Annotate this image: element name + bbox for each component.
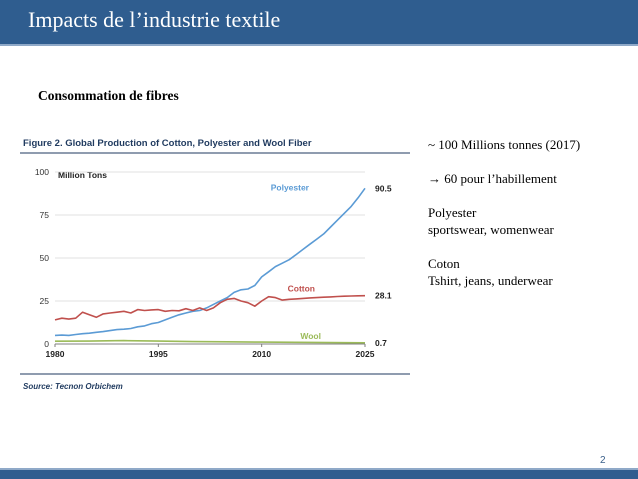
- footer-line: [0, 468, 638, 470]
- note-total-production: ~ 100 Millions tonnes (2017): [428, 137, 581, 152]
- note-cotton-uses: Tshirt, jeans, underwear: [428, 273, 553, 288]
- y-tick-label: 50: [40, 253, 50, 263]
- note-clothing-share: → 60 pour l’habillement: [428, 171, 557, 186]
- x-tick-label: 1995: [149, 349, 168, 359]
- note-cotton-heading: Coton: [428, 256, 460, 271]
- x-tick-label: 2025: [356, 349, 375, 359]
- y-tick-label: 0: [44, 339, 49, 349]
- fiber-production-chart: Figure 2. Global Production of Cotton, P…: [20, 132, 415, 407]
- slide-subtitle: Consommation de fibres: [38, 88, 179, 103]
- chart-axes: 0 25 50 75 100 1980 1995 2010 2025: [35, 167, 375, 359]
- series-end-label-cotton: 28.1: [375, 291, 392, 301]
- footer-bar: [0, 470, 638, 479]
- note-polyester-uses: sportswear, womenwear: [428, 222, 554, 237]
- series-end-label-polyester: 90.5: [375, 183, 392, 193]
- y-tick-label: 100: [35, 167, 49, 177]
- series-line-wool: [54, 339, 366, 344]
- note-polyester-heading: Polyester: [428, 205, 477, 220]
- y-tick-label: 25: [40, 296, 50, 306]
- series-end-label-wool: 0.7: [375, 338, 387, 348]
- slide-title: Impacts de l’industrie textile: [28, 7, 281, 32]
- notes-panel: ~ 100 Millions tonnes (2017) → 60 pour l…: [428, 136, 633, 289]
- series-name-polyester: Polyester: [271, 182, 310, 192]
- series-line-cotton: [54, 294, 366, 321]
- x-tick-label: 1980: [46, 349, 65, 359]
- chart-ylabel: Million Tons: [58, 170, 107, 180]
- series-name-cotton: Cotton: [288, 284, 315, 294]
- x-tick-label: 2010: [252, 349, 271, 359]
- page-number: 2: [600, 455, 606, 466]
- series-name-wool: Wool: [300, 331, 321, 341]
- chart-title: Figure 2. Global Production of Cotton, P…: [23, 138, 312, 149]
- chart-grid: [55, 171, 365, 302]
- chart-series: Polyester 90.5 Cotton 28.1 Wool 0.7: [54, 182, 392, 348]
- series-line-polyester: [54, 187, 366, 337]
- title-underline: [0, 44, 638, 46]
- chart-source: Source: Tecnon Orbichem: [23, 382, 123, 391]
- chart-background: [20, 132, 415, 407]
- title-bar: Impacts de l’industrie textile: [0, 0, 638, 44]
- y-tick-label: 75: [40, 210, 50, 220]
